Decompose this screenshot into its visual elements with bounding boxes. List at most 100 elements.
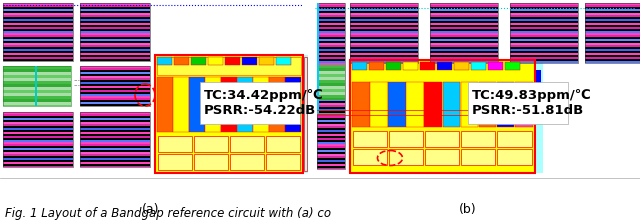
Bar [464,47,497,49]
Bar [80,3,150,61]
Bar [115,84,150,86]
Bar [80,41,115,43]
Bar [80,144,115,146]
Bar [510,19,543,21]
Bar [303,55,308,173]
Bar [38,124,72,126]
Bar [317,148,344,150]
Bar [464,53,497,55]
Bar [430,25,463,27]
Bar [464,61,497,63]
Bar [3,33,38,35]
Bar [80,162,115,164]
Bar [38,41,72,43]
Bar [304,57,307,171]
Bar [3,75,71,78]
Bar [585,27,618,29]
Bar [464,31,497,33]
Bar [3,9,38,11]
Bar [80,100,115,102]
Bar [3,134,38,136]
Bar [585,61,618,63]
Bar [3,29,38,31]
Bar [317,37,344,39]
Bar [544,57,577,59]
Text: PSRR:-51.81dB: PSRR:-51.81dB [472,105,584,118]
Bar [173,77,189,132]
Bar [80,118,115,120]
Bar [544,27,577,29]
Bar [352,82,370,127]
Text: (a): (a) [141,204,159,217]
Bar [38,150,72,152]
Bar [317,69,344,71]
Bar [464,57,497,59]
Bar [350,53,383,55]
Bar [585,9,618,11]
Bar [80,76,115,78]
Bar [544,11,577,13]
Bar [619,45,640,47]
Bar [80,156,115,158]
Bar [3,87,71,90]
Bar [468,82,568,124]
Bar [3,132,38,134]
Bar [38,130,72,132]
Bar [430,7,463,9]
Bar [115,160,150,162]
Bar [619,23,640,25]
Bar [317,91,344,93]
Bar [193,154,227,170]
Bar [3,120,38,122]
Bar [317,19,344,21]
Bar [544,25,577,27]
Bar [317,103,344,105]
Bar [115,21,150,23]
Bar [464,7,497,9]
Bar [464,11,497,13]
Bar [3,118,38,120]
Bar [38,11,72,13]
Bar [157,77,173,132]
Bar [80,114,115,116]
Bar [317,162,344,164]
Bar [317,53,344,55]
Bar [80,126,115,128]
Bar [80,11,115,13]
Bar [115,33,150,35]
Bar [80,82,115,84]
Bar [189,77,205,132]
Bar [38,21,72,23]
Bar [430,59,463,61]
Bar [585,41,618,43]
Bar [317,105,344,107]
Bar [317,47,344,49]
Bar [317,132,344,134]
Bar [80,43,115,45]
Bar [430,49,463,51]
Bar [471,62,486,70]
Bar [350,13,383,15]
Bar [3,55,38,57]
Bar [38,158,72,160]
Bar [510,3,543,5]
Bar [115,156,150,158]
Bar [619,59,640,61]
Bar [585,5,618,7]
Bar [115,130,150,132]
Bar [430,45,463,47]
Bar [115,57,150,59]
Bar [350,57,383,59]
Bar [115,114,150,116]
Bar [585,49,618,51]
Bar [430,41,463,43]
Bar [80,140,115,142]
Bar [430,3,498,63]
Bar [510,35,543,37]
Bar [544,53,577,55]
Bar [317,98,345,100]
Bar [115,41,150,43]
Bar [80,112,115,114]
Bar [3,96,71,99]
Bar [544,59,577,61]
